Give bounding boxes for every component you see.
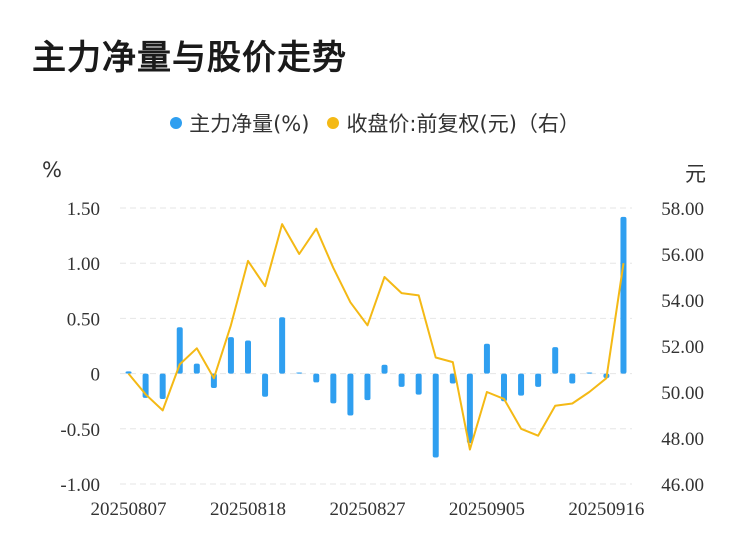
y-left-tick-label: -1.00 — [60, 475, 100, 496]
bar — [296, 372, 303, 374]
legend-item-net-volume[interactable]: 主力净量(%) — [170, 108, 309, 138]
x-tick-label: 20250818 — [210, 499, 286, 520]
y-right-tick-label: 56.00 — [661, 245, 704, 266]
y-left-tick-label: -0.50 — [60, 420, 100, 441]
x-tick-label: 20250807 — [91, 499, 167, 520]
bar — [535, 373, 542, 387]
legend-label-net-volume: 主力净量(%) — [189, 112, 310, 136]
y-right-tick-label: 52.00 — [661, 337, 704, 358]
y-left-tick-label: 1.00 — [67, 254, 100, 275]
bar — [398, 373, 405, 387]
legend-dot-bar — [170, 117, 183, 129]
bar — [569, 373, 576, 384]
bar — [262, 373, 269, 397]
bar — [483, 343, 490, 374]
bar — [159, 373, 166, 399]
right-axis-unit: 元 — [685, 162, 706, 186]
chart-title: 主力净量与股价走势 — [32, 38, 347, 78]
bar — [432, 373, 439, 458]
bar — [466, 373, 473, 444]
bar — [245, 340, 251, 374]
bar — [449, 373, 456, 384]
left-axis-unit: % — [42, 158, 62, 182]
bar — [620, 216, 627, 374]
bar — [227, 337, 234, 374]
bar — [279, 317, 286, 374]
bar — [347, 373, 354, 416]
bar — [364, 373, 371, 401]
bar — [415, 373, 422, 395]
y-left-tick-label: 0.50 — [67, 309, 100, 330]
bar — [518, 373, 525, 396]
x-tick-label: 20250827 — [329, 499, 405, 520]
y-right-tick-label: 50.00 — [661, 383, 704, 404]
x-tick-label: 20250905 — [449, 499, 525, 520]
bar — [381, 364, 388, 374]
bar — [586, 372, 593, 374]
bar — [330, 373, 337, 404]
bar — [552, 347, 559, 374]
y-right-tick-label: 46.00 — [661, 475, 704, 496]
bar — [125, 371, 132, 374]
y-right-tick-label: 48.00 — [661, 429, 704, 450]
bar — [313, 373, 320, 383]
price-line — [127, 223, 625, 451]
y-right-tick-label: 58.00 — [661, 199, 704, 220]
legend-item-close-price[interactable]: 收盘价:前复权(元)（右） — [327, 108, 580, 138]
y-left-tick-label: 0 — [91, 365, 101, 386]
bar — [193, 363, 200, 374]
y-left-tick-label: 1.50 — [67, 199, 100, 220]
x-tick-label: 20250916 — [568, 499, 644, 520]
legend-dot-line — [327, 117, 340, 129]
legend-label-close-price: 收盘价:前复权(元)（右） — [346, 112, 580, 136]
bar — [501, 373, 507, 402]
legend: 主力净量(%) 收盘价:前复权(元)（右） — [0, 108, 750, 138]
y-right-tick-label: 54.00 — [661, 291, 704, 312]
